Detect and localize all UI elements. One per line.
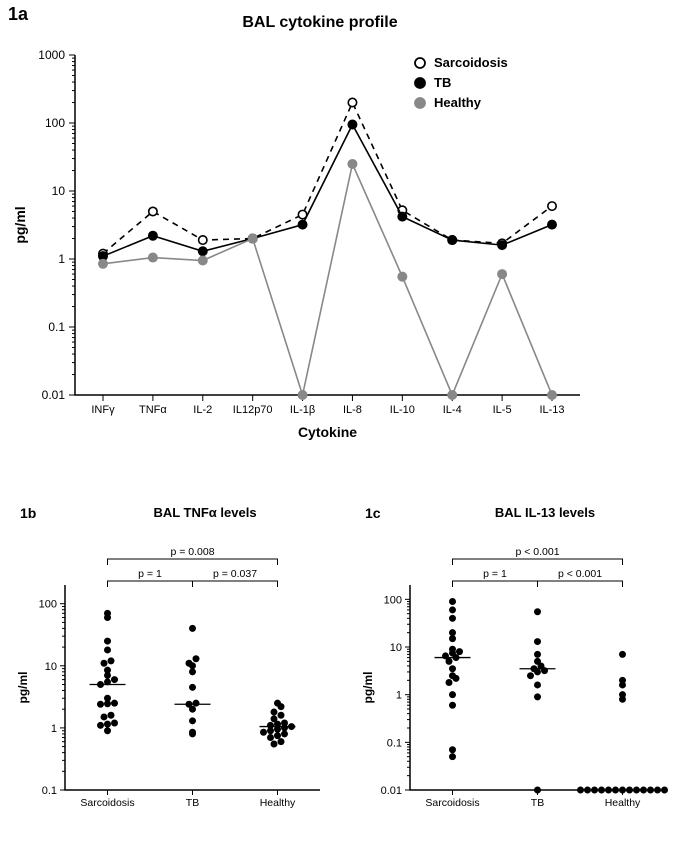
panel-c-title: BAL IL-13 levels [435,505,655,520]
svg-text:0.1: 0.1 [387,737,402,749]
svg-text:IL-5: IL-5 [493,404,512,416]
svg-text:0.01: 0.01 [381,785,402,797]
svg-text:100: 100 [45,116,65,130]
svg-text:pg/ml: pg/ml [16,672,30,704]
svg-text:TB: TB [186,797,199,809]
svg-text:Sarcoidosis: Sarcoidosis [80,797,134,809]
svg-text:Sarcoidosis: Sarcoidosis [434,55,508,70]
svg-text:IL12p70: IL12p70 [233,404,273,416]
svg-text:1: 1 [396,690,402,702]
svg-text:pg/ml: pg/ml [361,672,375,704]
svg-text:TB: TB [434,75,451,90]
panel-a-title: BAL cytokine profile [160,14,480,32]
svg-text:p = 1: p = 1 [138,568,162,580]
svg-text:pg/ml: pg/ml [12,206,28,243]
svg-text:IL-13: IL-13 [539,404,564,416]
svg-text:IL-2: IL-2 [193,404,212,416]
panel-b-title: BAL TNFα levels [95,505,315,520]
svg-text:Healthy: Healthy [434,95,482,110]
panel-c-chart: 0.01 0.1 1 10 100 Sarcoidosis TB Healthy pg/ml p … [345,520,695,840]
svg-text:0.1: 0.1 [48,320,65,334]
svg-text:1: 1 [58,252,65,266]
panel-b-label: 1b [20,505,36,521]
svg-text:10: 10 [390,642,402,654]
svg-text:10: 10 [52,184,66,198]
svg-text:INFγ: INFγ [91,404,115,416]
svg-text:IL-8: IL-8 [343,404,362,416]
svg-text:10: 10 [45,661,57,673]
svg-text:IL-4: IL-4 [443,404,462,416]
svg-text:p = 0.008: p = 0.008 [170,546,214,558]
svg-text:Sarcoidosis: Sarcoidosis [425,797,479,809]
panel-c-label: 1c [365,505,381,521]
svg-text:Cytokine: Cytokine [298,424,357,440]
svg-text:p = 0.037: p = 0.037 [213,568,257,580]
svg-text:p = 1: p = 1 [483,568,507,580]
svg-text:0.01: 0.01 [42,388,66,402]
svg-text:Healthy: Healthy [605,797,641,809]
svg-text:0.1: 0.1 [42,785,57,797]
panel-a-chart: 0.01 0.1 1 10 100 1000 INFγ TNFα IL-2 IL12p70 IL-1… [0,40,640,460]
svg-text:TNFα: TNFα [139,404,167,416]
svg-text:Healthy: Healthy [260,797,296,809]
svg-text:100: 100 [384,594,402,606]
svg-text:p < 0.001: p < 0.001 [558,568,602,580]
svg-text:IL-1β: IL-1β [290,404,315,416]
svg-text:p < 0.001: p < 0.001 [515,546,559,558]
svg-text:1: 1 [51,723,57,735]
svg-text:TB: TB [531,797,544,809]
svg-text:100: 100 [39,599,57,611]
panel-a-label: 1a [8,4,28,25]
svg-text:IL-10: IL-10 [390,404,415,416]
svg-text:1000: 1000 [38,48,65,62]
panel-b-chart: 0.1 1 10 100 Sarcoidosis TB Healthy pg/ml p = 0.… [0,520,345,840]
